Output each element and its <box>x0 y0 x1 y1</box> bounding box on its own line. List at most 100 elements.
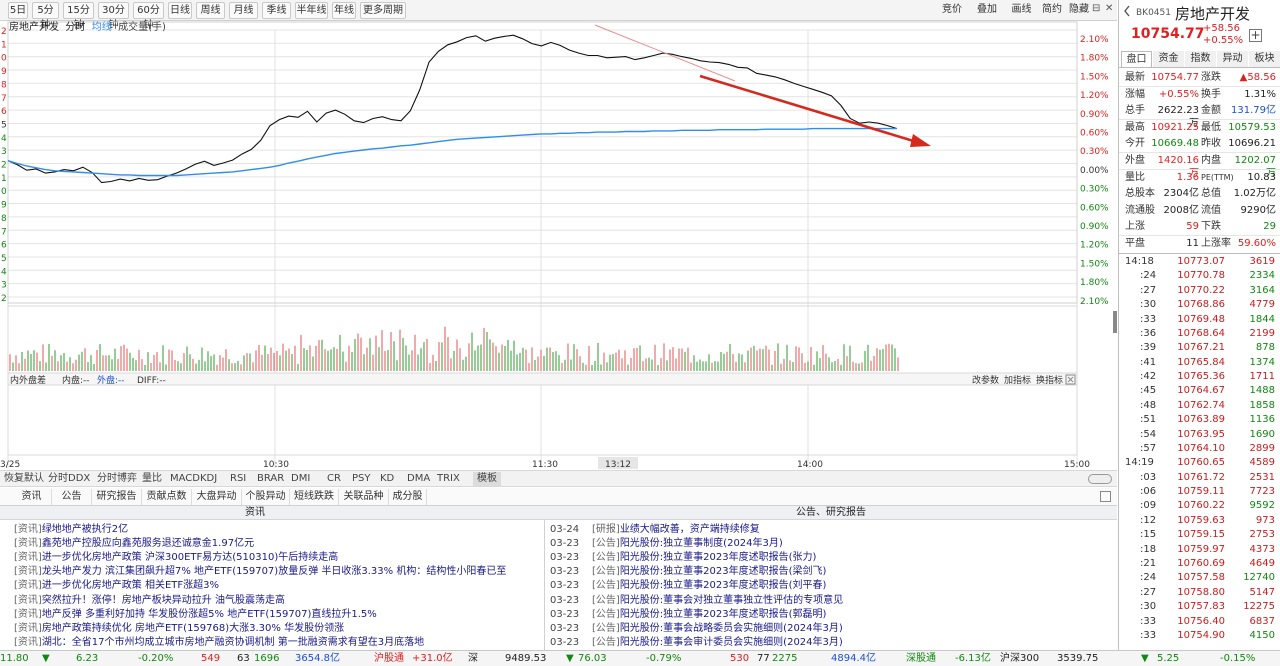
announcement-item[interactable]: 03-23 [公告]阳光股份:独立董事2023年度述职报告(梁剑飞) <box>550 565 1110 578</box>
news-item[interactable]: [资讯]龙头地产发力 滨江集团飙升超7% 地产ETF(159707)放量反弹 半… <box>14 565 542 578</box>
news-item[interactable]: [资讯]湖北：全省17个市州均成立城市房地产融资协调机制 第一批融资需求有望在3… <box>14 636 542 649</box>
announcement-title[interactable]: 阳光股份:独立董事2023年度述职报告(张力) <box>619 552 817 564</box>
news-tab-7[interactable]: 关联品种 <box>339 489 389 505</box>
period-button-1[interactable]: 5分钟 <box>32 2 59 31</box>
period-button-4[interactable]: 60分钟 <box>133 2 164 31</box>
announcement-title[interactable]: 阳光股份:独立董事2023年度述职报告(梁剑飞) <box>619 566 827 578</box>
news-title[interactable]: 鑫苑地产控股应向鑫苑服务退还诚意金1.97亿元 <box>41 538 255 550</box>
toolbar-right-button-0[interactable]: 竞价 <box>942 4 962 15</box>
announcement-title[interactable]: 阳光股份:独立董事制度(2024年3月) <box>619 538 783 550</box>
announcement-title[interactable]: 阳光股份:董事会审计委员会实施细则(2024年3月) <box>619 636 843 648</box>
news-tab-3[interactable]: 贡献点数 <box>142 489 192 505</box>
toolbar-right-button-3[interactable]: 简约 <box>1042 4 1062 15</box>
indicator-tab-12[interactable]: DMA <box>407 473 431 484</box>
news-item[interactable]: [资讯]进一步优化房地产政策 沪深300ETF易方达(510310)午后持续走高 <box>14 551 542 564</box>
news-menu-icon[interactable] <box>1100 491 1111 502</box>
intraday-chart[interactable]: 2 1 0 9 8 7 6 5 4 3 2 1 0 9 8 7 6 5 4 3 2 2.10% 1.80% 1.50% 1.20… <box>0 21 1117 470</box>
news-tab-0[interactable]: 资讯 <box>12 489 52 505</box>
indicator-tab-8[interactable]: DMI <box>291 473 311 484</box>
news-tab-4[interactable]: 大盘异动 <box>192 489 242 505</box>
indicator-close-icon[interactable] <box>1065 374 1076 385</box>
period-button-2[interactable]: 15分钟 <box>63 2 94 31</box>
minimize-icon[interactable]: ⊟ <box>1092 3 1101 14</box>
side-scroll-handle[interactable] <box>1113 311 1117 333</box>
quote-tab-4[interactable]: 板块 <box>1249 51 1280 67</box>
news-title[interactable]: 地产反弹 多重利好加持 华发股份涨超5% 地产ETF(159707)直线拉升1.… <box>41 608 377 620</box>
indicator-tab-7[interactable]: BRAR <box>257 473 285 484</box>
quote-tab-0[interactable]: 盘口 <box>1121 51 1152 67</box>
announcement-item[interactable]: 03-23 [公告]阳光股份:独立董事2023年度述职报告(郭磊明) <box>550 608 1110 621</box>
indicator-tab-13[interactable]: TRIX <box>437 473 460 484</box>
period-button-0[interactable]: 5日 <box>8 2 28 19</box>
announcement-item[interactable]: 03-23 [公告]阳光股份:独立董事制度(2024年3月) <box>550 537 1110 550</box>
announcement-item[interactable]: 03-23 [公告]阳光股份:独立董事2023年度述职报告(张力) <box>550 551 1110 564</box>
period-button-9[interactable]: 半年线 <box>295 2 328 19</box>
legend-timeshare[interactable]: 分时 <box>65 22 86 33</box>
announcement-item[interactable]: 03-23 [公告]阳光股份:董事会战略委员会实施细则(2024年3月) <box>550 622 1110 635</box>
status-item: ▼ <box>42 653 50 664</box>
indicator-tab-2[interactable]: 分时博弈 <box>97 473 137 484</box>
announcement-item[interactable]: 03-23 [公告]阳光股份:独立董事2023年度述职报告(刘平春) <box>550 579 1110 592</box>
news-item[interactable]: [资讯]房地产政策持续优化 房地产ETF(159768)大涨3.30% 华发股份… <box>14 622 542 635</box>
indicator-action[interactable]: 改参数 <box>972 374 999 386</box>
legend-avg[interactable]: 均线 <box>91 22 112 33</box>
news-tab-1[interactable]: 公告 <box>52 489 92 505</box>
indicator-tab-4[interactable]: MACD <box>170 473 200 484</box>
news-item[interactable]: [资讯]进一步优化房地产政策 相关ETF涨超3% <box>14 579 542 592</box>
panel-collapse-icon[interactable] <box>1123 4 1131 18</box>
period-button-5[interactable]: 日线 <box>168 2 192 19</box>
period-button-8[interactable]: 季线 <box>262 2 291 19</box>
quote-tab-1[interactable]: 资金 <box>1153 51 1184 67</box>
announcement-title[interactable]: 阳光股份:独立董事2023年度述职报告(刘平春) <box>619 580 827 592</box>
close-icon[interactable]: ✕ <box>1105 3 1114 14</box>
toggle-switch[interactable] <box>1088 474 1112 484</box>
news-item[interactable]: [资讯]鑫苑地产控股应向鑫苑服务退还诚意金1.97亿元 <box>14 537 542 550</box>
announcement-item[interactable]: 03-23 [公告]阳光股份:董事会审计委员会实施细则(2024年3月) <box>550 636 1110 649</box>
indicator-tab-10[interactable]: PSY <box>352 473 371 484</box>
announcement-tag: [研报] <box>592 524 620 535</box>
period-button-7[interactable]: 月线 <box>229 2 258 19</box>
quote-tab-3[interactable]: 异动 <box>1217 51 1248 67</box>
news-item[interactable]: [资讯]绿地地产被执行2亿 <box>14 523 542 536</box>
announcement-tag: [公告] <box>592 566 620 578</box>
news-title[interactable]: 突然拉升！涨停！房地产板块异动拉升 油气股震荡走高 <box>41 594 285 606</box>
announcement-title[interactable]: 阳光股份:董事会战略委员会实施细则(2024年3月) <box>619 622 843 634</box>
indicator-action[interactable]: 换指标 <box>1036 374 1063 386</box>
chart-svg[interactable]: 2109876543210987654322.10%1.80%1.50%1.20… <box>0 21 1117 470</box>
news-title[interactable]: 房地产政策持续优化 房地产ETF(159768)大涨3.30% 华发股份领涨 <box>41 622 345 634</box>
news-item[interactable]: [资讯]地产反弹 多重利好加持 华发股份涨超5% 地产ETF(159707)直线… <box>14 608 542 621</box>
news-title[interactable]: 湖北：全省17个市州均成立城市房地产融资协调机制 第一批融资需求有望在3月底落地 <box>41 636 425 648</box>
indicator-tab-6[interactable]: RSI <box>230 473 247 484</box>
period-button-6[interactable]: 周线 <box>196 2 225 19</box>
indicator-tab-11[interactable]: KD <box>380 473 395 484</box>
news-tab-8[interactable]: 成分股 <box>389 489 427 505</box>
announcement-title[interactable]: 业绩大幅改善，资产端持续修复 <box>619 524 760 535</box>
toolbar-right-button-4[interactable]: 隐藏 <box>1069 4 1089 15</box>
indicator-action[interactable]: 加指标 <box>1004 374 1031 386</box>
news-tab-6[interactable]: 短线跌跌 <box>290 489 339 505</box>
indicator-tab-9[interactable]: CR <box>327 473 341 484</box>
announcement-item[interactable]: 03-24 [研报]业绩大幅改善，资产端持续修复 <box>550 523 1110 536</box>
news-title[interactable]: 绿地地产被执行2亿 <box>41 524 129 535</box>
add-watchlist-icon[interactable]: + <box>1249 28 1262 42</box>
toolbar-right-button-1[interactable]: 叠加 <box>977 4 997 15</box>
news-title[interactable]: 进一步优化房地产政策 沪深300ETF易方达(510310)午后持续走高 <box>41 552 339 564</box>
announcement-item[interactable]: 03-23 [公告]阳光股份:董事会对独立董事独立性评估的专项意见 <box>550 594 1110 607</box>
indicator-tab-5[interactable]: KDJ <box>200 473 218 484</box>
quote-tab-2[interactable]: 指数 <box>1185 51 1216 67</box>
indicator-tab-14[interactable]: 模板 <box>473 472 501 486</box>
news-item[interactable]: [资讯]突然拉升！涨停！房地产板块异动拉升 油气股震荡走高 <box>14 594 542 607</box>
news-tab-5[interactable]: 个股异动 <box>242 489 290 505</box>
toolbar-right-button-2[interactable]: 画线 <box>1011 4 1032 15</box>
news-title[interactable]: 进一步优化房地产政策 相关ETF涨超3% <box>41 580 220 592</box>
announcement-title[interactable]: 阳光股份:董事会对独立董事独立性评估的专项意见 <box>619 594 844 606</box>
period-button-11[interactable]: 更多周期 <box>360 2 406 19</box>
news-tab-2[interactable]: 研究报告 <box>92 489 142 505</box>
period-button-10[interactable]: 年线 <box>332 2 356 19</box>
announcement-title[interactable]: 阳光股份:独立董事2023年度述职报告(郭磊明) <box>619 608 827 620</box>
indicator-tab-0[interactable]: 恢复默认 <box>4 473 44 484</box>
indicator-tab-1[interactable]: 分时DDX <box>48 473 91 484</box>
period-button-3[interactable]: 30分钟 <box>98 2 129 31</box>
indicator-tab-3[interactable]: 量比 <box>142 473 162 484</box>
news-title[interactable]: 龙头地产发力 滨江集团飙升超7% 地产ETF(159707)放量反弹 半日收涨3… <box>41 566 507 578</box>
